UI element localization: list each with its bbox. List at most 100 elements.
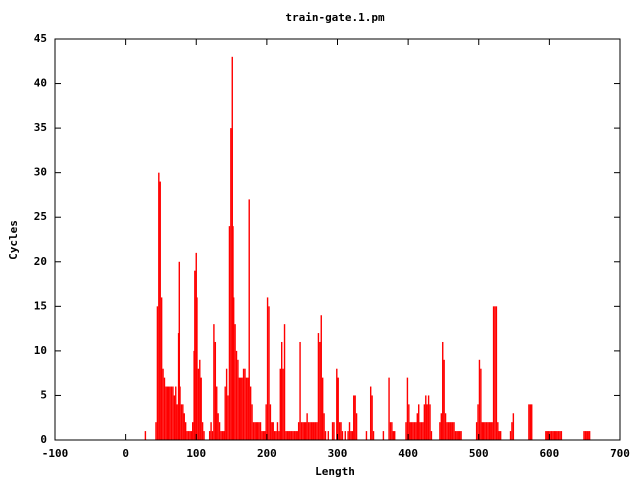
bar bbox=[237, 359, 239, 440]
bar bbox=[588, 431, 591, 440]
bar bbox=[232, 297, 235, 440]
bar bbox=[225, 368, 228, 440]
bar bbox=[199, 359, 201, 440]
bar bbox=[583, 431, 585, 440]
bar bbox=[197, 368, 200, 440]
y-tick-label: 10 bbox=[34, 344, 47, 357]
bar bbox=[320, 315, 322, 440]
bar bbox=[355, 413, 358, 440]
bar bbox=[247, 377, 249, 440]
bar bbox=[259, 422, 262, 440]
bar bbox=[269, 404, 272, 440]
bar bbox=[353, 395, 355, 440]
bar bbox=[454, 431, 457, 440]
bar bbox=[144, 431, 147, 440]
bar bbox=[214, 341, 217, 440]
bar bbox=[559, 431, 561, 440]
bar bbox=[444, 413, 447, 440]
bar bbox=[388, 377, 390, 440]
bar bbox=[553, 431, 556, 440]
bar bbox=[309, 422, 311, 440]
bar bbox=[170, 386, 173, 440]
bar bbox=[556, 431, 558, 440]
bar bbox=[545, 431, 547, 440]
bar bbox=[194, 270, 196, 440]
bar bbox=[279, 368, 281, 440]
bar bbox=[213, 324, 215, 440]
y-tick-label: 15 bbox=[34, 299, 47, 312]
bar bbox=[168, 386, 170, 440]
bar bbox=[307, 422, 310, 440]
bar bbox=[382, 431, 385, 440]
bar bbox=[488, 422, 491, 440]
bar bbox=[351, 431, 354, 440]
bar bbox=[347, 431, 349, 440]
bar bbox=[337, 377, 339, 440]
bar bbox=[295, 431, 297, 440]
bar bbox=[372, 431, 375, 440]
bar bbox=[211, 431, 214, 440]
bar bbox=[528, 404, 530, 440]
bar bbox=[175, 386, 177, 440]
bar bbox=[293, 431, 296, 440]
bar bbox=[300, 422, 303, 440]
bar bbox=[196, 297, 198, 440]
bar bbox=[560, 431, 563, 440]
bar bbox=[282, 368, 284, 440]
bar bbox=[491, 422, 493, 440]
y-tick-label: 35 bbox=[34, 121, 47, 134]
y-tick-label: 20 bbox=[34, 255, 47, 268]
bar bbox=[208, 431, 211, 440]
bar bbox=[289, 431, 291, 440]
bar bbox=[406, 377, 409, 440]
bar bbox=[221, 431, 224, 440]
bar bbox=[391, 422, 393, 440]
bar bbox=[183, 413, 185, 440]
bar bbox=[449, 422, 451, 440]
bar bbox=[244, 368, 246, 440]
x-tick-label: 300 bbox=[328, 447, 348, 460]
bar bbox=[223, 431, 225, 440]
bar bbox=[587, 431, 589, 440]
bar bbox=[302, 422, 304, 440]
bar bbox=[160, 297, 163, 440]
bar bbox=[392, 431, 394, 440]
x-tick-label: 500 bbox=[469, 447, 489, 460]
bar bbox=[499, 431, 502, 440]
bar bbox=[450, 422, 452, 440]
y-tick-label: 5 bbox=[40, 388, 47, 401]
bar bbox=[162, 368, 164, 440]
bar bbox=[306, 413, 308, 440]
bar bbox=[423, 404, 426, 440]
bar bbox=[490, 422, 492, 440]
bar bbox=[365, 431, 368, 440]
bar bbox=[281, 341, 283, 440]
bar bbox=[480, 368, 482, 440]
y-tick-label: 25 bbox=[34, 210, 47, 223]
bar bbox=[442, 341, 444, 440]
bar bbox=[321, 377, 324, 440]
bar bbox=[371, 395, 373, 440]
bar bbox=[498, 431, 500, 440]
bar bbox=[220, 431, 222, 440]
bar bbox=[227, 395, 229, 440]
bar bbox=[240, 377, 242, 440]
bar bbox=[272, 422, 274, 440]
bar bbox=[179, 386, 181, 440]
y-tick-label: 30 bbox=[34, 166, 47, 179]
bar bbox=[173, 395, 176, 440]
x-tick-label: 400 bbox=[398, 447, 418, 460]
bar bbox=[336, 368, 338, 440]
bar bbox=[262, 431, 265, 440]
bar bbox=[531, 404, 533, 440]
bar bbox=[245, 377, 248, 440]
bar bbox=[292, 431, 294, 440]
bar bbox=[415, 422, 417, 440]
bar bbox=[228, 226, 231, 440]
bar bbox=[511, 422, 513, 440]
bar bbox=[290, 431, 293, 440]
bar bbox=[189, 431, 191, 440]
bar bbox=[190, 431, 193, 440]
